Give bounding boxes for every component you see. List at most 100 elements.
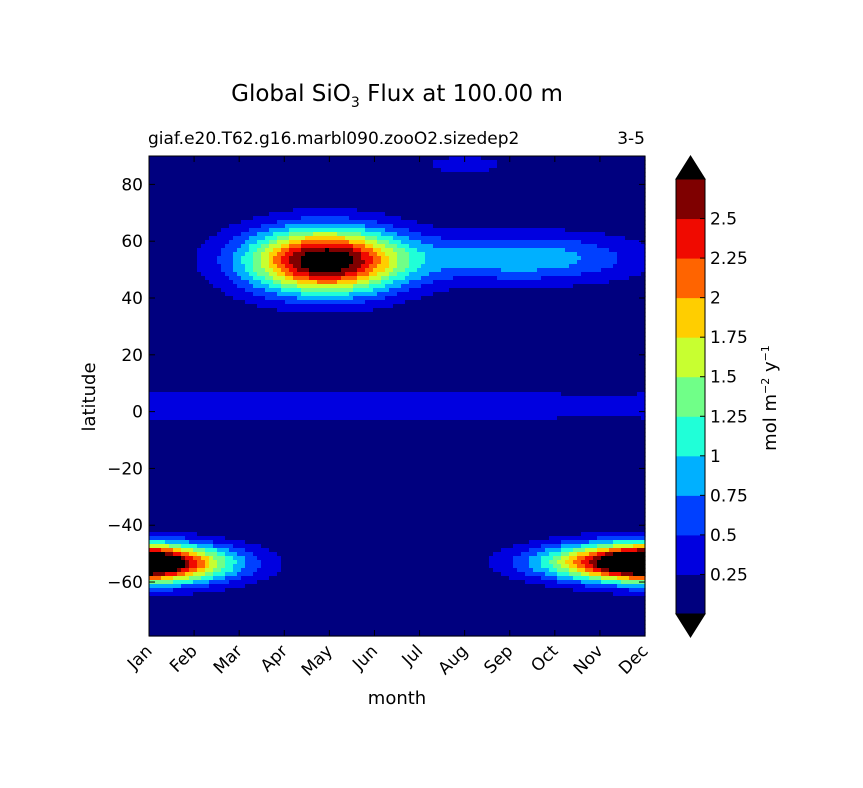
contour-cell [225, 556, 234, 561]
colorbar-tick-label: 2.25 [710, 249, 748, 269]
y-axis-label: latitude [79, 362, 100, 431]
contour-cell [233, 252, 246, 257]
contour-cell [165, 552, 174, 557]
contour-cell [149, 476, 646, 481]
contour-cell [589, 552, 598, 557]
contour-cell [373, 260, 382, 265]
contour-cell [289, 228, 366, 233]
contour-cell [209, 580, 230, 585]
contour-cell [237, 272, 250, 277]
contour-cell [149, 480, 646, 485]
contour-cell [369, 272, 378, 277]
contour-cell [549, 568, 558, 573]
contour-cell [433, 164, 498, 169]
contour-cell [301, 248, 326, 253]
contour-cell [601, 572, 610, 577]
contour-cell [293, 276, 310, 281]
contour-cell [185, 536, 226, 541]
contour-cell [597, 560, 646, 565]
contour-cell [149, 528, 646, 533]
contour-cell [581, 532, 646, 537]
contour-cell [149, 504, 646, 509]
contour-cell [609, 248, 646, 253]
contour-cell [249, 228, 270, 233]
colorbar-segment [676, 534, 705, 575]
contour-cell [289, 244, 302, 249]
contour-cell [149, 628, 646, 633]
contour-cell [189, 552, 198, 557]
contour-cell [397, 272, 410, 277]
y-tick-label: 60 [121, 232, 143, 252]
contour-cell [245, 540, 530, 545]
contour-cell [389, 264, 398, 269]
contour-cell [633, 572, 646, 577]
contour-cell [281, 268, 290, 273]
contour-cell [193, 580, 210, 585]
contour-cell [217, 564, 226, 569]
contour-cell [393, 268, 406, 273]
contour-cell [557, 416, 642, 421]
contour-cell [301, 288, 354, 293]
contour-cell [597, 244, 646, 249]
contour-cell [245, 584, 546, 589]
y-tick-label: −40 [107, 516, 143, 536]
contour-cell [197, 560, 206, 565]
contour-cell [301, 260, 354, 265]
contour-cell [605, 232, 646, 237]
contour-cell [225, 272, 238, 277]
contour-cell [149, 224, 230, 229]
contour-cell [597, 536, 646, 541]
contour-cell [537, 552, 550, 557]
contour-cell [513, 564, 530, 569]
contour-cell [281, 560, 490, 565]
contour-cell [557, 580, 582, 585]
contour-cell [277, 292, 302, 297]
contour-cell [265, 276, 274, 281]
contour-cell [149, 184, 646, 189]
contour-cell [529, 560, 542, 565]
contour-cell [265, 248, 274, 253]
contour-cell [149, 556, 182, 561]
contour-cell [197, 564, 206, 569]
contour-cell [257, 248, 266, 253]
contour-cell [149, 552, 166, 557]
contour-cell [545, 572, 558, 577]
contour-cell [381, 260, 390, 265]
contour-cell [525, 572, 546, 577]
contour-cell [617, 260, 646, 265]
contour-cell [369, 276, 382, 281]
contour-cell [377, 292, 398, 297]
contour-cell [421, 232, 606, 237]
contour-cell [197, 568, 206, 573]
contour-cell [149, 268, 198, 273]
contour-cell [233, 568, 242, 573]
contour-cell [401, 284, 422, 289]
contour-cell [201, 272, 226, 277]
contour-cell [149, 432, 646, 437]
contour-cell [149, 536, 186, 541]
contour-cell [397, 232, 422, 237]
contour-cell [241, 568, 258, 573]
contour-cell [353, 260, 366, 265]
contour-cell [377, 220, 418, 225]
contour-cell [365, 228, 386, 233]
contour-cell [233, 544, 262, 549]
contour-cell [381, 256, 390, 261]
contour-cell [393, 304, 646, 309]
contour-cell [481, 156, 646, 161]
contour-cell [361, 264, 370, 269]
contour-cell [149, 316, 646, 321]
contour-cell [641, 272, 646, 277]
contour-cell [209, 564, 218, 569]
contour-cell [357, 272, 370, 277]
colorbar-tick-label: 0.25 [710, 565, 748, 585]
contour-cell [565, 228, 646, 233]
contour-cell [277, 264, 286, 269]
contour-cell [541, 564, 554, 569]
contour-cell [237, 248, 250, 253]
contour-cell [285, 300, 366, 305]
contour-cell [289, 240, 302, 245]
contour-cell [537, 268, 602, 273]
contour-cell [149, 196, 646, 201]
contour-cell [149, 364, 646, 369]
